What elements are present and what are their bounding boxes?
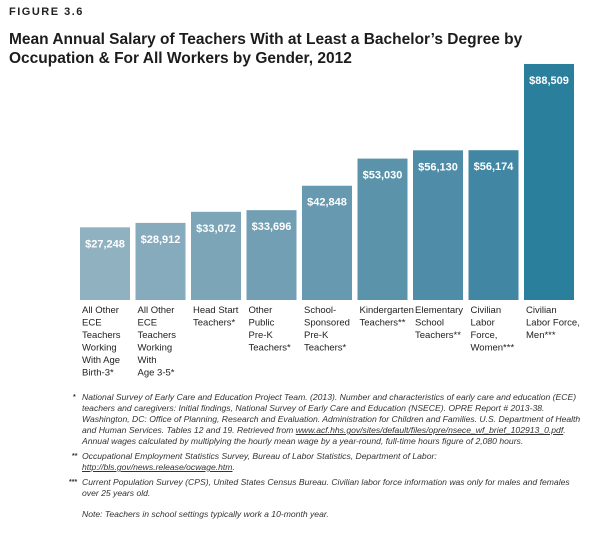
footnote-marker: * xyxy=(73,394,76,401)
footnote-text: National Survey of Early Care and Educat… xyxy=(82,392,581,435)
footnote-link[interactable]: www.acf.hhs.gov/sites/default/files/opre… xyxy=(295,425,564,435)
footnote-text: . xyxy=(232,462,235,472)
footnote-2: ** Occupational Employment Statistics Sur… xyxy=(72,451,582,473)
footnote-text: Current Population Survey (CPS), United … xyxy=(82,477,570,498)
bar-4 xyxy=(302,185,352,300)
chart-title: Mean Annual Salary of Teachers With at L… xyxy=(9,31,523,67)
category-label-4: School-Sponsored Pre-K Teachers* xyxy=(304,305,350,354)
category-label-5: Kindergarten Teachers** xyxy=(360,305,414,329)
bar-value-label-5: $53,030 xyxy=(363,170,403,182)
bar-chart: $27,248 All Other ECE Teachers Working With A… xyxy=(80,63,580,379)
bar-2 xyxy=(191,211,241,300)
footnote-link[interactable]: http://bls.gov/news.release/ocwage.htm xyxy=(82,462,233,472)
footnote-marker: ** xyxy=(72,453,78,460)
footnote-marker: *** xyxy=(69,479,78,486)
bar-1 xyxy=(135,222,186,300)
footnote-teacher-year: Note: Teachers in school settings typica… xyxy=(82,509,329,519)
bar-7 xyxy=(468,150,519,300)
bar-5 xyxy=(357,158,408,300)
bar-3 xyxy=(246,210,297,300)
bar-value-label-8: $88,509 xyxy=(529,75,569,87)
bar-value-label-0: $27,248 xyxy=(85,238,125,250)
footnote-text: Occupational Employment Statistics Surve… xyxy=(82,451,437,461)
bar-0 xyxy=(80,227,130,300)
footnote-1: * National Survey of Early Care and Educa… xyxy=(73,392,582,447)
category-label-8: Civilian Labor Force, Men*** xyxy=(526,305,580,341)
bar-value-label-2: $33,072 xyxy=(196,223,236,235)
bar-8 xyxy=(524,63,574,301)
category-label-3: Other Public Pre-K Teachers* xyxy=(249,305,292,354)
bar-value-label-6: $56,130 xyxy=(418,161,458,173)
bar-value-label-4: $42,848 xyxy=(307,197,347,209)
footnote-text: . Annual wages calculated by multiplying… xyxy=(82,425,566,446)
footnote-list: * National Survey of Early Care and Educa… xyxy=(69,392,582,499)
bar-value-label-1: $28,912 xyxy=(141,234,181,246)
footnotes: * National Survey of Early Care and Educa… xyxy=(69,392,582,520)
bar-value-label-3: $33,696 xyxy=(252,221,292,233)
figure-label: FIGURE 3.6 xyxy=(9,6,84,18)
footnote-3: *** Current Population Survey (CPS), Unit… xyxy=(69,477,582,499)
bar-value-label-7: $56,174 xyxy=(474,161,515,173)
category-label-6: Elementary School Teachers** xyxy=(415,305,463,341)
bar-6 xyxy=(413,150,463,300)
category-label-1: All Other ECE Teachers Working With Age 3-5* xyxy=(138,305,177,379)
category-label-0: All Other ECE Teachers Working With Age Birth… xyxy=(82,305,121,379)
category-label-7: Civilian Labor Force, Women*** xyxy=(471,305,515,354)
category-label-2: Head Start Teachers* xyxy=(193,305,239,329)
